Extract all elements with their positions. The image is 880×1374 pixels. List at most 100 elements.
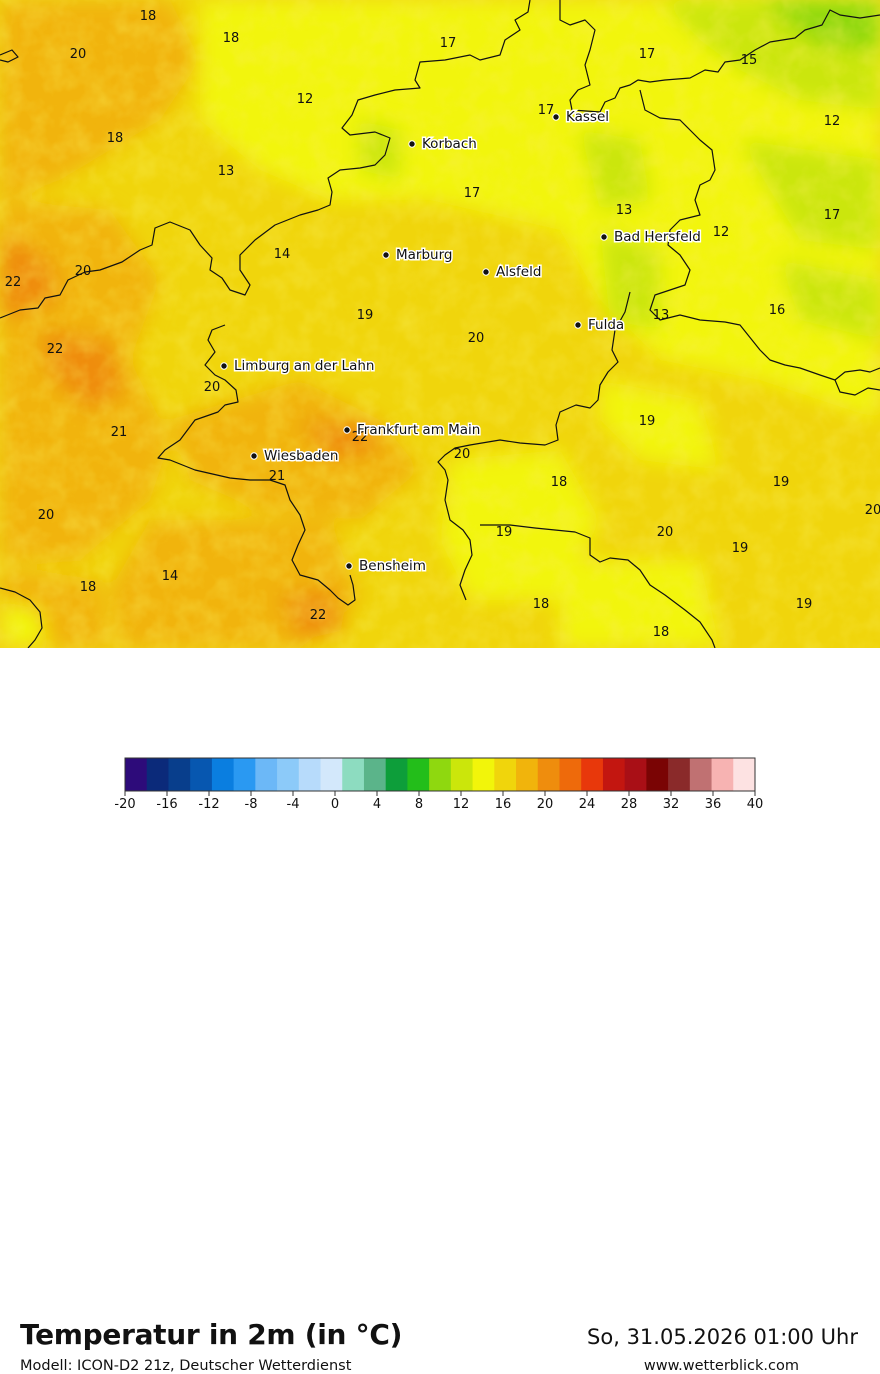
temperature-value-label: 22 bbox=[352, 430, 369, 445]
city-label: Wiesbaden bbox=[264, 448, 338, 464]
city-label: Kassel bbox=[566, 109, 609, 125]
city-label: Marburg bbox=[396, 247, 452, 263]
legend-tick-label: -12 bbox=[198, 797, 219, 812]
legend-color-swatch bbox=[298, 758, 322, 791]
legend-color-swatch bbox=[494, 758, 517, 791]
city-label: Bensheim bbox=[359, 558, 426, 574]
temperature-value-label: 18 bbox=[80, 580, 97, 595]
temperature-value-label: 18 bbox=[551, 475, 568, 490]
temperature-value-label: 13 bbox=[218, 164, 235, 179]
legend-color-swatch bbox=[711, 758, 734, 791]
city-marker-icon bbox=[343, 426, 351, 434]
city-label: Fulda bbox=[588, 317, 624, 333]
legend-color-swatch bbox=[472, 758, 495, 791]
legend-tick-label: 36 bbox=[705, 797, 722, 812]
temperature-value-label: 14 bbox=[162, 569, 179, 584]
legend-color-swatch bbox=[277, 758, 300, 791]
temperature-value-label: 20 bbox=[38, 508, 55, 523]
legend-color-swatch bbox=[450, 758, 474, 791]
temperature-value-label: 19 bbox=[732, 541, 749, 556]
city-marker-icon bbox=[600, 233, 608, 241]
city-marker-icon bbox=[345, 562, 353, 570]
legend-color-swatch bbox=[168, 758, 191, 791]
temperature-value-label: 22 bbox=[5, 275, 22, 290]
temperature-value-label: 20 bbox=[70, 47, 87, 62]
city-marker-icon bbox=[220, 362, 228, 370]
temperature-value-label: 18 bbox=[107, 131, 124, 146]
temperature-value-label: 18 bbox=[533, 597, 550, 612]
legend-color-swatch bbox=[733, 758, 756, 791]
temperature-value-label: 19 bbox=[639, 414, 656, 429]
legend-tick-label: -8 bbox=[245, 797, 258, 812]
legend-color-swatch bbox=[516, 758, 539, 791]
temperature-value-label: 17 bbox=[639, 47, 656, 62]
temperature-map: 18 18 20 17 17 15 12 17 18 12 13 17 13 12 17 14 22 20 19 20… bbox=[0, 0, 880, 648]
legend-color-swatch bbox=[646, 758, 669, 791]
city-marker-icon bbox=[408, 140, 416, 148]
temperature-value-label: 17 bbox=[440, 36, 457, 51]
temperature-value-label: 21 bbox=[269, 469, 286, 484]
temperature-value-label: 22 bbox=[310, 608, 327, 623]
temperature-value-label: 17 bbox=[538, 103, 555, 118]
temperature-value-label: 16 bbox=[769, 303, 786, 318]
city-marker-icon bbox=[552, 113, 560, 121]
legend-tick-label: 8 bbox=[415, 797, 423, 812]
legend-color-swatch bbox=[429, 758, 452, 791]
temperature-value-label: 18 bbox=[140, 9, 157, 24]
temperature-value-label: 12 bbox=[824, 114, 841, 129]
legend-color-swatch bbox=[559, 758, 582, 791]
legend-tick-label: 28 bbox=[621, 797, 638, 812]
legend-tick-label: 16 bbox=[495, 797, 512, 812]
legend-color-swatch bbox=[233, 758, 256, 791]
temperature-value-label: 20 bbox=[468, 331, 485, 346]
city-marker-icon bbox=[250, 452, 258, 460]
legend-color-swatch bbox=[146, 758, 169, 791]
legend-color-swatch bbox=[581, 758, 604, 791]
legend-color-swatch bbox=[537, 758, 560, 791]
website-link[interactable]: www.wetterblick.com bbox=[643, 1358, 799, 1374]
forecast-datetime: So, 31.05.2026 01:00 Uhr bbox=[587, 1325, 858, 1349]
legend-tick-label: -4 bbox=[287, 797, 300, 812]
temperature-value-label: 13 bbox=[653, 308, 670, 323]
temperature-value-label: 20 bbox=[865, 503, 880, 518]
temperature-value-label: 22 bbox=[47, 342, 64, 357]
legend-color-swatch bbox=[624, 758, 647, 791]
legend-color-swatch bbox=[125, 758, 148, 791]
legend-tick-label: -16 bbox=[156, 797, 177, 812]
temperature-value-label: 19 bbox=[496, 525, 513, 540]
temperature-value-label: 21 bbox=[111, 425, 128, 440]
legend-frame bbox=[124, 757, 756, 792]
temperature-value-label: 19 bbox=[796, 597, 813, 612]
temperature-value-label: 17 bbox=[464, 186, 481, 201]
city-marker-icon bbox=[574, 321, 582, 329]
temperature-value-label: 19 bbox=[357, 308, 374, 323]
legend-color-swatch bbox=[668, 758, 691, 791]
legend-color-swatch bbox=[385, 758, 408, 791]
legend-tick-label: 24 bbox=[579, 797, 596, 812]
legend-tick-label: 32 bbox=[663, 797, 680, 812]
legend-color-swatch bbox=[211, 758, 235, 791]
legend-tick-label: -20 bbox=[114, 797, 135, 812]
temperature-value-label: 12 bbox=[297, 92, 314, 107]
temperature-value-label: 13 bbox=[616, 203, 633, 218]
city-label: Limburg an der Lahn bbox=[234, 358, 374, 374]
temperature-value-label: 20 bbox=[657, 525, 674, 540]
legend-color-swatch bbox=[689, 758, 713, 791]
city-marker-icon bbox=[382, 251, 390, 259]
legend-color-swatch bbox=[602, 758, 626, 791]
map-title: Temperatur in 2m (in °C) bbox=[20, 1318, 403, 1351]
legend-color-swatch bbox=[407, 758, 430, 791]
temperature-value-label: 15 bbox=[741, 53, 758, 68]
legend-color-swatch bbox=[320, 758, 343, 791]
legend-color-swatch bbox=[363, 758, 387, 791]
city-marker-icon bbox=[482, 268, 490, 276]
legend-tick-label: 0 bbox=[331, 797, 339, 812]
temperature-value-label: 20 bbox=[204, 380, 221, 395]
temperature-value-label: 18 bbox=[223, 31, 240, 46]
legend-color-swatch bbox=[255, 758, 278, 791]
city-label: Frankfurt am Main bbox=[357, 422, 480, 438]
legend-tick-label: 40 bbox=[747, 797, 764, 812]
temperature-value-label: 14 bbox=[274, 247, 291, 262]
temperature-value-label: 12 bbox=[713, 225, 730, 240]
temperature-value-label: 18 bbox=[653, 625, 670, 640]
